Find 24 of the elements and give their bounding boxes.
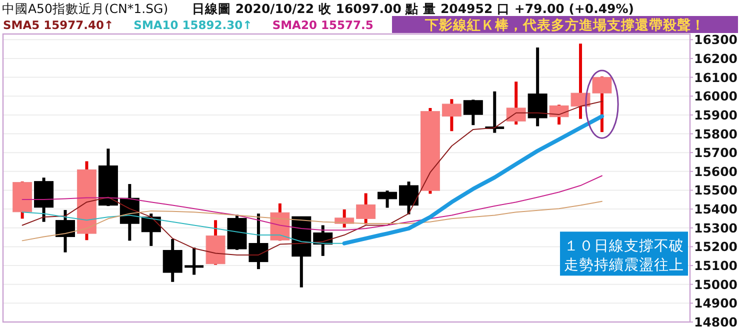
y-tick-label: 15300 — [694, 220, 738, 236]
y-tick-label: 15200 — [694, 239, 738, 254]
y-tick-label: 15600 — [694, 164, 738, 179]
y-tick-label: 15000 — [694, 276, 738, 292]
y-tick-label: 16200 — [694, 50, 738, 66]
chart-subtitle: 日線圖 2020/10/22 收 16097.00 點 量 204952 口 +79.00 (+0.49%) — [192, 1, 634, 16]
y-tick-label: 14900 — [694, 296, 738, 311]
annotation: １０日線支撐不破 — [564, 238, 684, 255]
annotation: 走勢持續震盪往上 — [564, 256, 684, 274]
y-tick-label: 15100 — [694, 258, 738, 274]
y-tick-label: 15900 — [694, 107, 738, 122]
text: 下影線紅Ｋ棒，代表多方進場支撐還帶殺聲！ — [424, 16, 705, 34]
y-tick-label: 16000 — [694, 88, 738, 104]
y-tick-label: 15800 — [694, 126, 738, 142]
y-tick-label: 15400 — [694, 202, 738, 217]
y-tick-label: 16100 — [694, 70, 738, 85]
y-tick-label: 14800 — [694, 314, 738, 329]
text: SMA20 15577.5 — [272, 18, 374, 32]
text: SMA10 15892.30↑ — [134, 18, 252, 32]
y-tick-label: 16300 — [694, 32, 738, 48]
text: SMA5 15977.40↑ — [3, 18, 114, 32]
chart-title: 中國A50指數近月(CN*1.SG) — [2, 1, 168, 16]
y-tick-label: 15700 — [694, 145, 738, 160]
y-tick-label: 15500 — [694, 182, 738, 198]
